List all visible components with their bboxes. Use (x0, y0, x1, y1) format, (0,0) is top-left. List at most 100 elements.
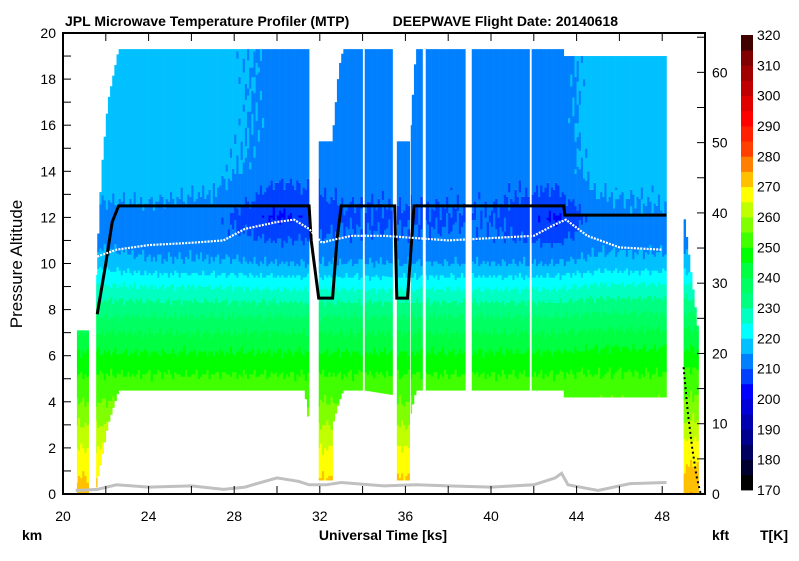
heatmap-cell (140, 318, 143, 331)
heatmap-cell (318, 314, 321, 333)
heatmap-cell (319, 300, 323, 322)
heatmap-cell (540, 49, 543, 186)
heatmap-cell (557, 272, 560, 290)
heatmap-cell (439, 219, 443, 237)
heatmap-cell (525, 316, 528, 331)
heatmap-cell (435, 217, 438, 262)
heatmap-cell (553, 351, 556, 382)
heatmap-cell (593, 374, 597, 398)
heatmap-cell (223, 330, 226, 356)
heatmap-cell (578, 90, 582, 105)
heatmap-cell (488, 316, 492, 333)
heatmap-cell (178, 351, 181, 375)
heatmap-cell (651, 348, 654, 375)
heatmap-cell (341, 222, 344, 265)
heatmap-cell (612, 298, 616, 310)
heatmap-cell (685, 316, 689, 329)
heatmap-cell (576, 300, 580, 313)
heatmap-cell (598, 353, 601, 368)
heatmap-cell (478, 275, 481, 287)
heatmap-cell (687, 325, 691, 352)
heatmap-cell (268, 348, 271, 377)
heatmap-cell (223, 371, 226, 391)
heatmap-cell (446, 302, 449, 320)
heatmap-cell (84, 353, 87, 375)
heatmap-cell (332, 335, 336, 353)
heatmap-cell (454, 222, 458, 257)
heatmap-cell (283, 332, 286, 352)
heatmap-cell (428, 304, 432, 315)
x-tick-label: 28 (226, 508, 242, 524)
heatmap-cell (450, 231, 453, 264)
heatmap-cell (615, 344, 618, 373)
heatmap-cell (270, 355, 274, 373)
heatmap-cell (428, 275, 432, 290)
heatmap-cell (384, 229, 387, 265)
heatmap-cell (576, 210, 580, 232)
heatmap-cell (425, 275, 428, 290)
heatmap-cell (660, 210, 663, 246)
heatmap-cell (664, 56, 667, 202)
heatmap-cell (306, 49, 310, 179)
heatmap-cell (366, 222, 370, 265)
heatmap-cell (396, 240, 400, 260)
heatmap-cell (583, 258, 586, 274)
heatmap-cell (608, 56, 612, 197)
heatmap-cell (264, 242, 267, 257)
colorbar-swatch (741, 444, 753, 461)
heatmap-cell (371, 262, 374, 277)
heatmap-cell (285, 288, 288, 303)
heatmap-cell (501, 49, 505, 206)
heatmap-cell (270, 302, 274, 317)
heatmap-cell (615, 198, 618, 257)
heatmap-cell (411, 263, 415, 278)
heatmap-cell (450, 217, 453, 232)
heatmap-cell (398, 445, 402, 479)
heatmap-cell (247, 286, 250, 301)
heatmap-cell (193, 261, 196, 274)
heatmap-cell (373, 267, 376, 277)
heatmap-cell (525, 275, 528, 287)
heatmap-cell (591, 348, 595, 377)
heatmap-cell (550, 187, 554, 248)
heatmap-cell (425, 330, 428, 356)
heatmap-cell (148, 328, 152, 356)
heatmap-cell (247, 49, 250, 61)
heatmap-cell (296, 302, 299, 315)
heatmap-cell (262, 321, 265, 333)
heatmap-cell (110, 248, 113, 272)
heatmap-cell (463, 203, 466, 223)
colorbar-swatch (741, 156, 753, 172)
heatmap-cell (253, 92, 256, 147)
heatmap-cell (272, 288, 276, 299)
heatmap-cell (463, 263, 466, 278)
heatmap-cell (653, 203, 657, 257)
heatmap-cell (401, 277, 404, 290)
heatmap-cell (351, 381, 355, 391)
heatmap-cell (516, 302, 520, 315)
heatmap-cell (591, 275, 595, 285)
heatmap-cell (431, 286, 434, 303)
heatmap-cell (630, 325, 633, 352)
heatmap-cell (242, 316, 246, 333)
y-tick-label: 6 (48, 348, 56, 364)
heatmap-cell (660, 332, 663, 347)
colorbar-tick-label: 300 (757, 88, 781, 104)
heatmap-cell (118, 374, 122, 391)
heatmap-cell (491, 226, 494, 262)
heatmap-cell (612, 284, 616, 299)
heatmap-cell (550, 49, 554, 188)
heatmap-cell (407, 369, 410, 403)
heatmap-cell (298, 182, 301, 216)
heatmap-cell (450, 263, 453, 274)
heatmap-cell (386, 49, 389, 210)
heatmap-cell (133, 49, 137, 193)
y2-tick-label: 20 (712, 345, 728, 361)
heatmap-cell (262, 351, 265, 375)
heatmap-cell (403, 406, 406, 426)
heatmap-cell (388, 318, 391, 330)
heatmap-cell (274, 277, 278, 290)
heatmap-cell (544, 302, 547, 315)
heatmap-cell (377, 374, 381, 393)
heatmap-cell (384, 49, 387, 207)
